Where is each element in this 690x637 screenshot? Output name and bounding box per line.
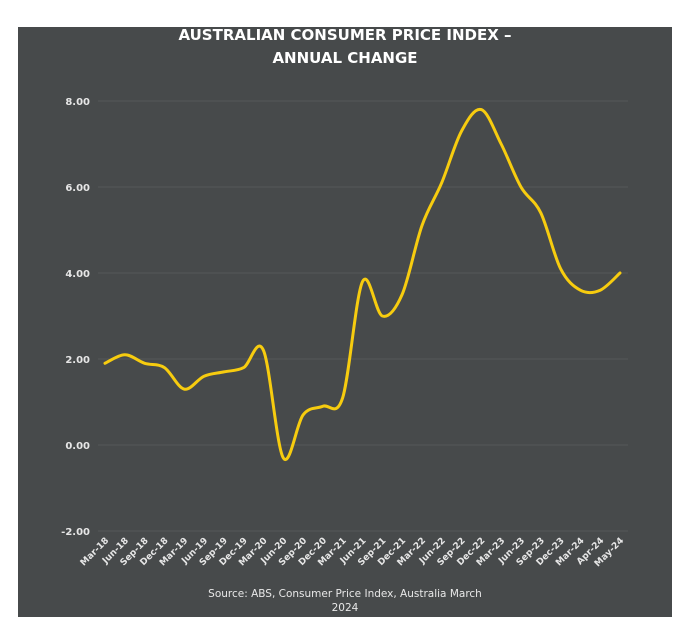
y-tick-label: 8.00 (65, 97, 90, 108)
y-tick-label: 2.00 (65, 355, 90, 366)
cpi-series-line (103, 107, 622, 462)
y-tick-label: -2.00 (61, 527, 90, 538)
source-note-year: 2024 (331, 602, 359, 614)
y-tick-label: 4.00 (65, 269, 90, 280)
y-tick-label: 6.00 (65, 183, 90, 194)
y-tick-label: 0.00 (65, 441, 90, 452)
chart-title-line2: ANNUAL CHANGE (272, 49, 418, 67)
source-note: Source: ABS, Consumer Price Index, Austr… (208, 588, 482, 600)
chart-panel (18, 27, 672, 617)
chart-title: AUSTRALIAN CONSUMER PRICE INDEX – (178, 26, 512, 44)
